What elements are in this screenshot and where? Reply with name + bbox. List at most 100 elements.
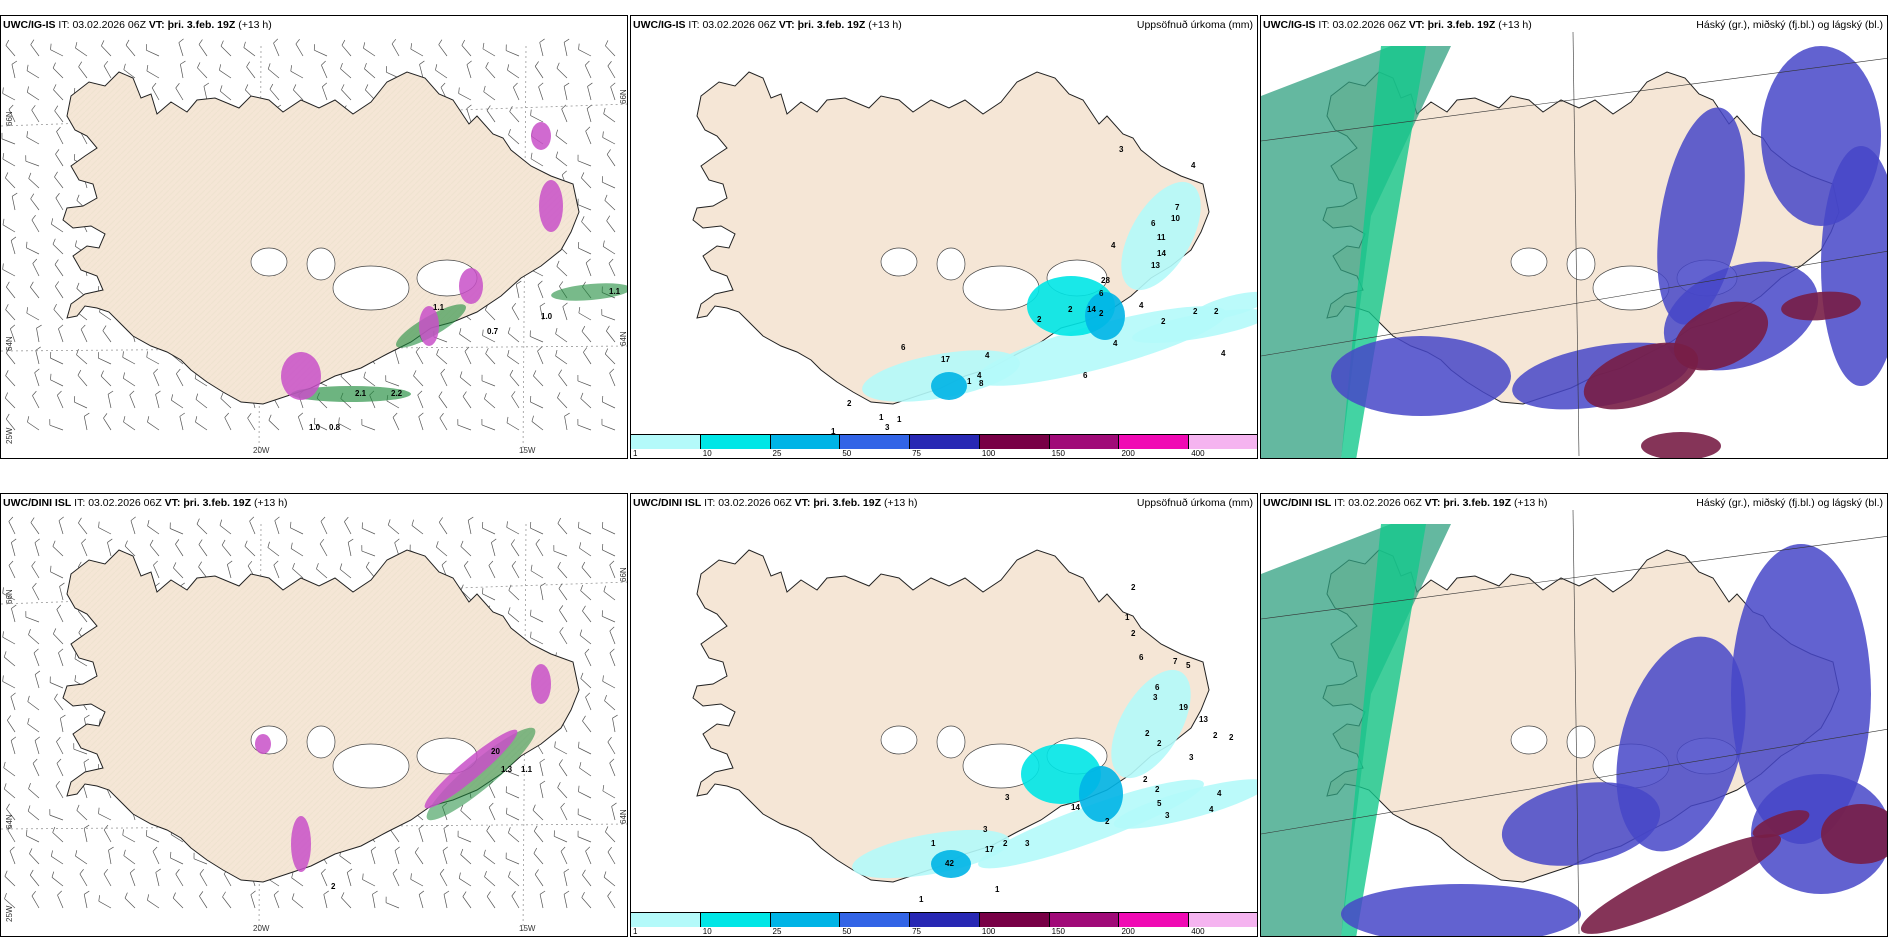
wind-barb-flag: [5, 413, 10, 420]
wind-barb-flag: [53, 303, 57, 310]
wind-barb-flag: [579, 629, 583, 636]
wind-barb-flag: [50, 565, 52, 572]
wind-barb-flag: [29, 869, 34, 876]
wind-barb-flag: [530, 631, 532, 638]
precip-green: [551, 283, 627, 301]
glaciers: [880, 247, 1108, 311]
wind-barb-shaft: [320, 521, 328, 535]
wind-barb-flag: [26, 241, 28, 248]
wind-barb-flag: [9, 846, 15, 852]
wind-barb-flag: [558, 583, 563, 589]
value-label: 3: [1189, 753, 1194, 762]
wind-barb-flag: [34, 368, 40, 373]
wind-barb-flag: [464, 346, 470, 352]
wind-barb-flag: [485, 348, 489, 354]
wind-barb-flag: [323, 890, 329, 895]
wind-barb-shaft: [563, 86, 568, 101]
wind-barb-shaft: [509, 375, 520, 387]
wind-barb-flag: [51, 871, 55, 878]
wind-barb-flag: [321, 60, 326, 66]
wind-barb-shaft: [290, 548, 304, 557]
wind-barb-shaft: [220, 45, 232, 57]
wind-barb-shaft: [4, 876, 16, 887]
wind-barb-shaft: [198, 566, 208, 579]
wind-barb-shaft: [3, 767, 16, 777]
wind-barb-shaft: [530, 115, 544, 123]
wind-barb-shaft: [25, 160, 40, 167]
wind-barb-shaft: [10, 240, 16, 255]
wind-barb-flag: [56, 736, 61, 742]
cloud-field: [1261, 31, 1887, 458]
wind-barb-shaft: [505, 770, 520, 777]
wind-barb-shaft: [610, 86, 616, 101]
wind-barb-flag: [461, 39, 465, 46]
wind-barb-shaft: [372, 894, 376, 909]
wind-barb-shaft: [8, 521, 16, 535]
colorbar-tick-label: 1: [633, 927, 638, 936]
wind-barb-shaft: [511, 895, 520, 909]
wind-barb-shaft: [316, 568, 328, 579]
wind-barb-flag: [532, 804, 536, 811]
panel-title: UWC/DINI ISL IT: 03.02.2026 06Z VT: þri.…: [1263, 497, 1548, 509]
wind-barb-shaft: [273, 42, 280, 57]
wind-barb-shaft: [268, 68, 280, 79]
wind-barb-shaft: [457, 424, 472, 431]
wind-barb-shaft: [534, 874, 544, 887]
panel-title: UWC/DINI ISL IT: 03.02.2026 06Z VT: þri.…: [3, 497, 288, 509]
wind-barb-shaft: [410, 48, 424, 57]
wind-barb-shaft: [460, 810, 472, 821]
wind-barb-flag: [107, 390, 114, 395]
cloud-mid-area: [1821, 146, 1887, 386]
wind-barb-shaft: [28, 634, 40, 645]
value-label: 1.1: [433, 303, 445, 312]
wind-barb-flag: [28, 782, 31, 789]
wind-barb-flag: [103, 824, 109, 831]
wind-barb-flag: [610, 82, 616, 87]
wind-barb-shaft: [246, 66, 256, 79]
wind-barb-flag: [31, 215, 36, 221]
wind-barb-shaft: [533, 853, 544, 865]
wind-barb-shaft: [59, 718, 64, 733]
wind-barb-flag: [578, 43, 580, 50]
wind-barb-flag: [488, 802, 494, 808]
wind-barb-shaft: [49, 424, 64, 431]
wind-barb-shaft: [4, 788, 16, 799]
wind-barb-shaft: [149, 544, 160, 557]
wind-barb-flag: [578, 521, 580, 528]
wind-barb-flag: [100, 370, 104, 377]
wind-barb-flag: [219, 85, 223, 92]
wind-barb-flag: [34, 670, 41, 675]
wind-barb-flag: [11, 60, 18, 65]
glacier-outline: [1510, 725, 1548, 755]
wind-barb-shaft: [585, 850, 592, 865]
wind-barb-shaft: [147, 421, 160, 431]
wind-barb-flag: [491, 538, 497, 543]
wind-barb-shaft: [58, 520, 64, 535]
wind-barb-flag: [539, 758, 545, 763]
wind-barb-flag: [410, 43, 413, 50]
wind-barb-shaft: [146, 49, 160, 57]
wind-barb-flag: [607, 891, 612, 897]
wind-barb-shaft: [75, 47, 88, 57]
wind-barb-flag: [2, 153, 5, 160]
wind-barb-shaft: [146, 70, 160, 79]
colorbar-segment: [910, 912, 980, 927]
wind-barb-flag: [274, 516, 280, 521]
wind-barb-flag: [540, 582, 546, 587]
value-label: 1: [919, 895, 924, 904]
wind-barb-shaft: [102, 330, 112, 343]
wind-barb-shaft: [50, 571, 64, 579]
wind-barb-flag: [196, 518, 200, 525]
wind-barb-shaft: [11, 542, 16, 557]
wind-barb-shaft: [31, 895, 40, 909]
wind-barb-flag: [57, 390, 62, 396]
wind-barb-shaft: [7, 720, 16, 733]
wind-barb-flag: [578, 741, 580, 748]
colorbar-segment: [631, 912, 701, 927]
wind-barb-shaft: [98, 527, 112, 535]
wind-barb-flag: [511, 302, 517, 309]
wind-barb-flag: [417, 390, 423, 396]
wind-barb-flag: [178, 38, 184, 43]
value-label: 1.1: [521, 765, 533, 774]
